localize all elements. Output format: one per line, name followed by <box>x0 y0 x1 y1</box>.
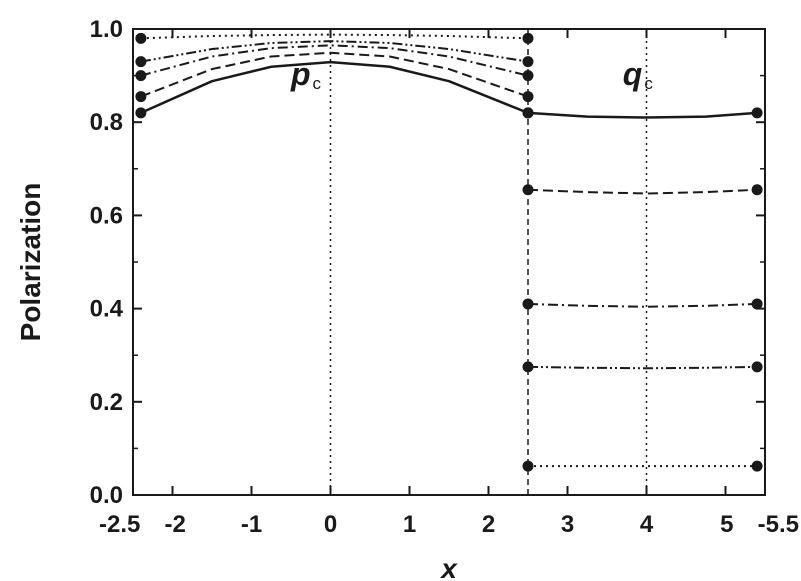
series-5-left-line <box>140 33 529 40</box>
series-4-right-point-end <box>751 361 763 373</box>
region-label-2-subscript: c <box>644 74 653 93</box>
region-label-1-subscript: c <box>313 74 322 93</box>
series-2-left-point-start <box>135 91 147 103</box>
series-5-left-point-start <box>135 32 147 44</box>
series-3-left-point-end <box>522 70 534 82</box>
y-tick-label-3: 0.6 <box>90 202 123 229</box>
x-tick-label-0: -2.5 <box>99 511 140 538</box>
series-1-right-point-end <box>751 107 763 119</box>
y-tick-label-0: 0.0 <box>90 482 123 509</box>
series-5-left-point-end <box>522 32 534 44</box>
x-tick-label-7: 4 <box>640 511 654 538</box>
y-tick-label-4: 0.8 <box>90 109 123 136</box>
x-axis-label: x <box>439 553 458 581</box>
series-2-right-point-end <box>751 184 763 196</box>
series-1-right-point-start <box>522 107 534 119</box>
series-layer <box>140 33 758 468</box>
vertical-reference-lines <box>329 29 648 495</box>
series-1-left-line <box>140 60 529 115</box>
series-5-right-point-end <box>751 460 763 472</box>
series-4-right-point-start <box>522 361 534 373</box>
y-tick-label-1: 0.2 <box>90 389 123 416</box>
y-axis-label: Polarization <box>15 183 46 342</box>
series-3-left-line <box>140 44 529 77</box>
series-3-right-point-end <box>751 298 763 310</box>
x-tick-label-8: 5 <box>720 511 733 538</box>
series-2-left-line <box>140 51 529 98</box>
series-5-right-point-start <box>522 460 534 472</box>
series-4-right-line <box>527 365 758 370</box>
x-tick-label-4: 1 <box>403 511 416 538</box>
series-2-left-point-end <box>522 91 534 103</box>
series-2-right-point-start <box>522 184 534 196</box>
series-3-left-point-start <box>135 70 147 82</box>
x-tick-label-2: -1 <box>241 511 262 538</box>
x-tick-label-3: 0 <box>324 511 337 538</box>
series-4-left-point-start <box>135 56 147 68</box>
series-4-left-line <box>140 40 529 63</box>
x-tick-label-1: -2 <box>165 511 186 538</box>
series-3-right-point-start <box>522 298 534 310</box>
plot-frame <box>132 28 766 496</box>
marker-layer <box>135 32 763 472</box>
series-1-left-point-start <box>135 107 147 119</box>
series-3-right-line <box>527 302 758 308</box>
y-tick-label-5: 1.0 <box>90 16 123 43</box>
tick-layer: -2.5 -2 -1 0 1 2 3 4 5 -5.5 0.0 0.2 0.4 0.6 0.8 1.0 <box>90 16 799 538</box>
series-2-right-line <box>527 188 758 195</box>
x-tick-label-9: -5.5 <box>758 511 799 538</box>
x-tick-label-5: 2 <box>482 511 495 538</box>
x-tick-label-6: 3 <box>561 511 574 538</box>
series-1-right-line <box>527 111 758 119</box>
series-4-left-point-end <box>522 56 534 68</box>
y-tick-label-2: 0.4 <box>90 296 124 323</box>
